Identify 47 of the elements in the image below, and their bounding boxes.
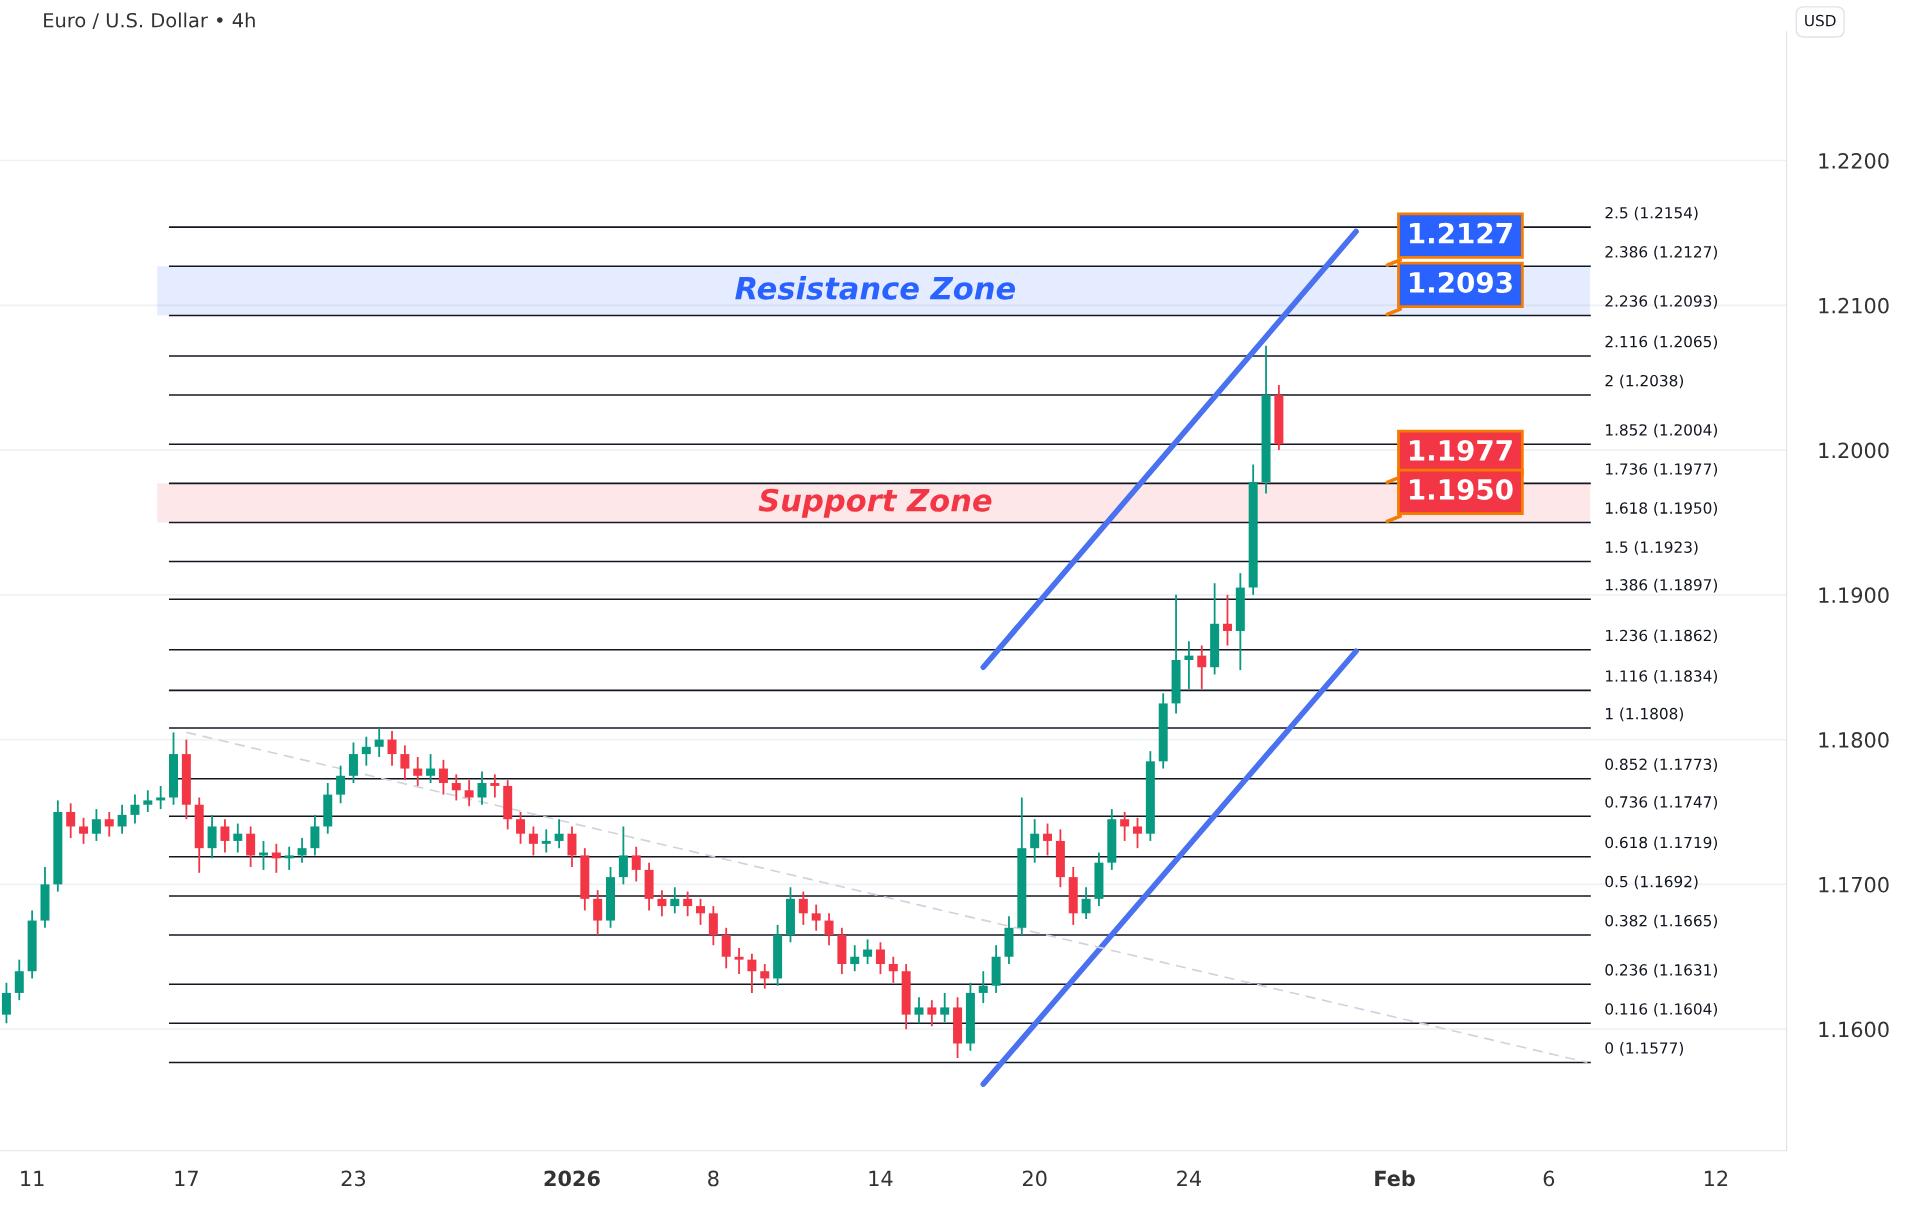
ref-line-label: 1.5 (1.1923) — [1606, 541, 1698, 555]
y-tick-label: 1.1600 — [1819, 1021, 1889, 1038]
ref-line-label: 2.116 (1.2065) — [1605, 335, 1718, 350]
ref-line-label: 0.5 (1.1692) — [1605, 875, 1698, 890]
x-tick-label: Feb — [1375, 1170, 1415, 1187]
ref-line-label: 0.116 (1.1604) — [1605, 1002, 1718, 1017]
ref-line-label: 1.852 (1.2004) — [1606, 423, 1718, 438]
x-tick-label: 20 — [1022, 1170, 1047, 1187]
y-tick-label: 1.1900 — [1819, 587, 1889, 604]
y-tick-label: 1.1800 — [1819, 732, 1889, 748]
band-label: Support Zone — [758, 488, 992, 518]
text: USD — [1805, 14, 1836, 27]
x-tick-label: 11 — [21, 1170, 44, 1187]
ref-line-label: 2.5 (1.2154) — [1605, 206, 1698, 221]
y-tick-label: 1.2000 — [1819, 442, 1889, 459]
ref-line-label: 1.386 (1.1897) — [1606, 578, 1718, 593]
y-tick-label: 1.2100 — [1819, 297, 1889, 314]
annotation: 1.1950 — [1409, 478, 1513, 500]
ref-line-label: 2.386 (1.2127) — [1605, 245, 1718, 260]
ref-line-label: 1.736 (1.1977) — [1606, 462, 1718, 477]
x-tick-label: 23 — [341, 1170, 366, 1187]
x-tick-label: 8 — [708, 1170, 719, 1187]
x-tick-label: 12 — [1704, 1170, 1728, 1187]
band-label: Resistance Zone — [735, 276, 1016, 300]
annotation: 1.2093 — [1409, 271, 1512, 293]
x-tick-label: 17 — [175, 1170, 198, 1187]
chart-title: Euro / U.S. Dollar • 4h — [44, 12, 255, 30]
y-tick-label: 1.2200 — [1819, 152, 1889, 169]
annotation: 1.1977 — [1409, 439, 1512, 461]
ref-line-label: 2.236 (1.2093) — [1605, 295, 1718, 309]
x-tick-label: 24 — [1177, 1170, 1201, 1187]
ref-line-label: 2 (1.2038) — [1605, 374, 1683, 389]
ref-line-label: 0.852 (1.1773) — [1605, 758, 1718, 772]
ref-line-label: 0.382 (1.1665) — [1605, 914, 1718, 929]
ref-line-label: 1.618 (1.1950) — [1606, 502, 1718, 516]
annotation: 1.2127 — [1409, 222, 1512, 244]
ref-line-label: 1.236 (1.1862) — [1606, 629, 1718, 644]
ref-line-label: 0.736 (1.1747) — [1605, 795, 1718, 810]
y-tick-label: 1.1700 — [1819, 876, 1889, 893]
ref-line-label: 0.618 (1.1719) — [1605, 836, 1718, 851]
ref-line-label: 0 (1.1577) — [1605, 1042, 1683, 1056]
x-tick-label: 6 — [1543, 1170, 1555, 1187]
ref-line-label: 1.116 (1.1834) — [1606, 669, 1718, 684]
ref-line-label: 1 (1.1808) — [1606, 707, 1683, 722]
x-tick-label: 2026 — [544, 1170, 600, 1187]
ref-line-label: 0.236 (1.1631) — [1605, 963, 1718, 978]
x-tick-label: 14 — [869, 1170, 893, 1187]
